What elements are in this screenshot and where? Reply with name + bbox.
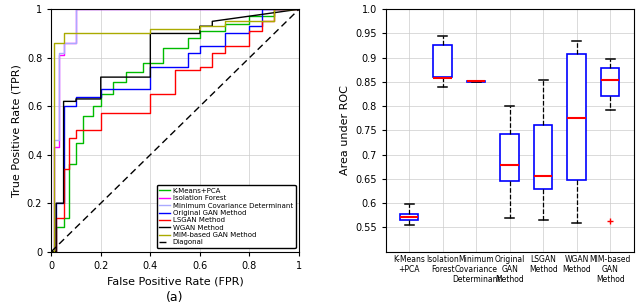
PathPatch shape bbox=[534, 125, 552, 189]
X-axis label: False Positive Rate (FPR): False Positive Rate (FPR) bbox=[107, 276, 243, 286]
Y-axis label: Area under ROC: Area under ROC bbox=[340, 86, 349, 175]
Legend: K-Means+PCA, Isolation Forest, Minimum Covariance Determinant, Original GAN Meth: K-Means+PCA, Isolation Forest, Minimum C… bbox=[157, 185, 296, 248]
Text: (a): (a) bbox=[166, 290, 184, 304]
PathPatch shape bbox=[601, 68, 620, 95]
PathPatch shape bbox=[433, 45, 452, 77]
PathPatch shape bbox=[467, 81, 485, 82]
PathPatch shape bbox=[400, 214, 419, 220]
PathPatch shape bbox=[568, 54, 586, 180]
PathPatch shape bbox=[500, 134, 519, 181]
Y-axis label: True Positive Rate (TPR): True Positive Rate (TPR) bbox=[12, 64, 21, 197]
